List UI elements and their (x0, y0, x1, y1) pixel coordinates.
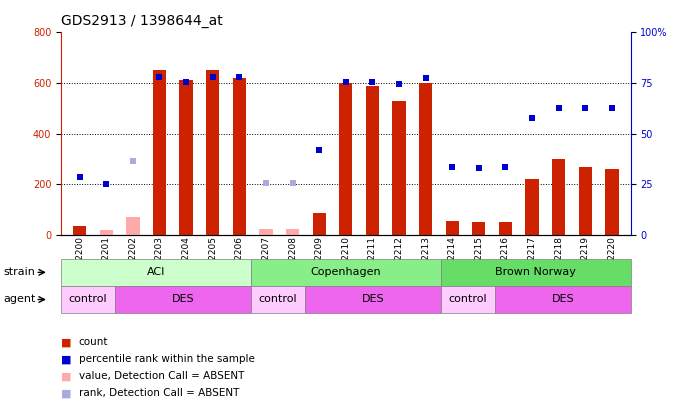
Bar (339, 83, 353, 235)
Text: control: control (449, 294, 487, 305)
Text: ■: ■ (61, 337, 71, 347)
Bar (365, 85, 379, 235)
Text: ACI: ACI (146, 267, 165, 277)
Text: agent: agent (3, 294, 36, 305)
Bar (73, 226, 86, 235)
Text: ■: ■ (61, 354, 71, 364)
Bar (499, 222, 512, 235)
Bar (472, 222, 485, 235)
Bar (393, 101, 405, 235)
Text: DES: DES (361, 294, 384, 305)
Text: rank, Detection Call = ABSENT: rank, Detection Call = ABSENT (79, 388, 239, 398)
Text: percentile rank within the sample: percentile rank within the sample (79, 354, 254, 364)
Text: DES: DES (172, 294, 195, 305)
Text: Copenhagen: Copenhagen (311, 267, 381, 277)
Text: value, Detection Call = ABSENT: value, Detection Call = ABSENT (79, 371, 244, 381)
Bar (286, 228, 299, 235)
Bar (233, 78, 246, 235)
Bar (100, 230, 113, 235)
Bar (259, 228, 273, 235)
Bar (445, 221, 459, 235)
Text: Brown Norway: Brown Norway (495, 267, 576, 277)
Text: DES: DES (551, 294, 574, 305)
Bar (153, 70, 166, 235)
Bar (605, 169, 618, 235)
Bar (578, 166, 592, 235)
Bar (180, 81, 193, 235)
Bar (525, 179, 539, 235)
Text: count: count (79, 337, 108, 347)
Bar (313, 213, 326, 235)
Text: control: control (259, 294, 297, 305)
Bar (552, 159, 565, 235)
Bar (419, 83, 433, 235)
Text: control: control (69, 294, 107, 305)
Text: strain: strain (3, 267, 35, 277)
Text: ■: ■ (61, 388, 71, 398)
Bar (206, 70, 220, 235)
Text: GDS2913 / 1398644_at: GDS2913 / 1398644_at (61, 14, 223, 28)
Text: ■: ■ (61, 371, 71, 381)
Bar (126, 217, 140, 235)
